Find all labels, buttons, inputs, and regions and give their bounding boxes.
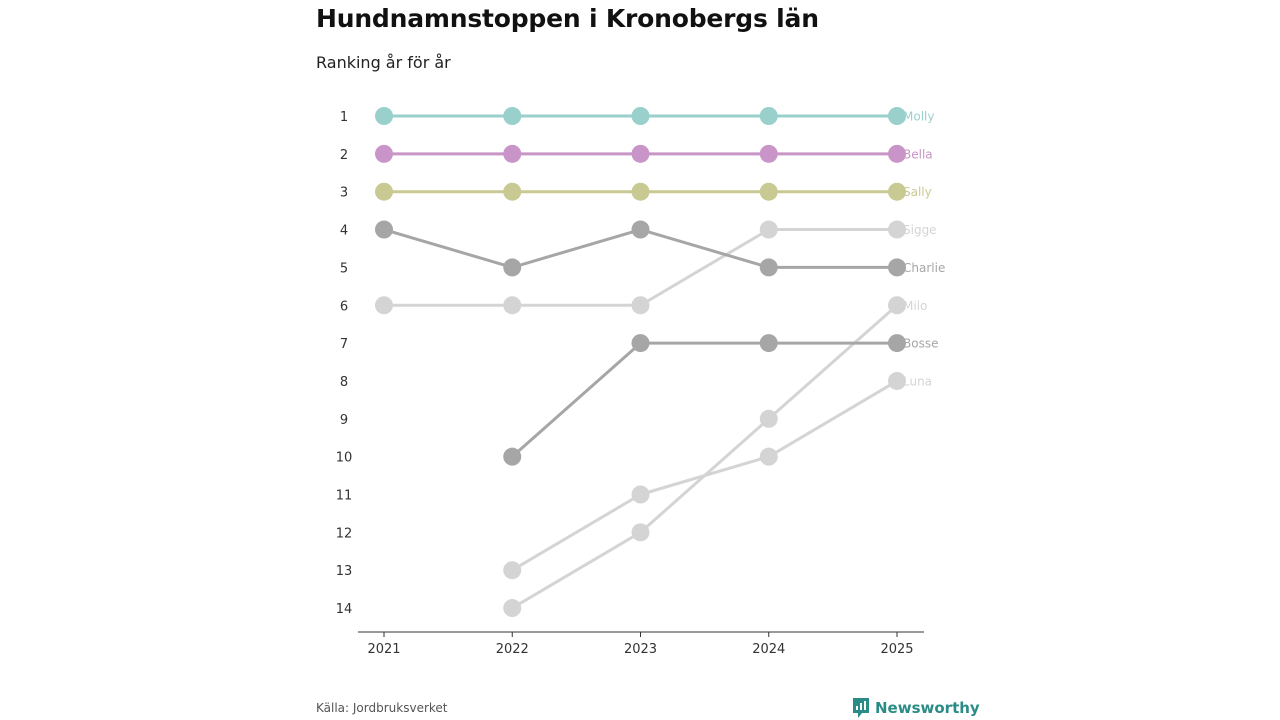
brand-name: Newsworthy bbox=[875, 699, 980, 717]
series-label-sigge: Sigge bbox=[903, 223, 937, 237]
newsworthy-logo-icon bbox=[853, 698, 869, 718]
point-charlie-2025 bbox=[888, 258, 906, 277]
point-charlie-2023 bbox=[631, 220, 650, 239]
x-tick-label-2021: 2021 bbox=[367, 642, 400, 657]
point-molly-2024 bbox=[759, 107, 778, 125]
point-sally-2024 bbox=[759, 182, 778, 201]
series-label-molly: Molly bbox=[903, 110, 934, 124]
series-line-luna-2022-2023 bbox=[510, 493, 642, 572]
newsworthy-logo: Newsworthy bbox=[852, 697, 980, 719]
x-tick-label-2023: 2023 bbox=[624, 642, 657, 657]
point-luna-2024 bbox=[759, 447, 778, 466]
series-line-charlie-2022-2023 bbox=[510, 228, 642, 269]
x-axis: 2021 2022 2023 2024 2025 bbox=[358, 631, 924, 657]
series-line-milo-2022-2023 bbox=[510, 530, 642, 610]
point-sally-2022 bbox=[503, 182, 522, 201]
series-line-charlie-2023-2024 bbox=[639, 228, 771, 269]
series-label-luna: Luna bbox=[903, 374, 932, 388]
y-tick-label-9: 9 bbox=[340, 413, 348, 428]
point-bella-2022 bbox=[503, 144, 522, 163]
chart-subtitle: Ranking år för år bbox=[316, 53, 451, 72]
point-sally-2025 bbox=[888, 182, 906, 201]
point-bosse-2023 bbox=[631, 334, 650, 353]
series-label-milo: Milo bbox=[903, 299, 927, 313]
chart-title: Hundnamnstoppen i Kronobergs län bbox=[316, 4, 819, 33]
series-label-sally: Sally bbox=[903, 185, 932, 199]
y-tick-label-12: 12 bbox=[336, 526, 353, 541]
y-tick-label-4: 4 bbox=[340, 224, 348, 239]
point-luna-2023 bbox=[631, 485, 650, 504]
point-milo-2022 bbox=[503, 599, 522, 618]
y-tick-label-3: 3 bbox=[340, 186, 348, 201]
series-lines bbox=[382, 114, 899, 610]
point-bella-2024 bbox=[759, 144, 778, 163]
y-tick-label-7: 7 bbox=[340, 337, 348, 352]
series-line-luna-2024-2025 bbox=[767, 379, 899, 459]
series-line-sigge-2023-2024 bbox=[639, 228, 771, 307]
point-molly-2023 bbox=[631, 107, 650, 125]
y-tick-label-8: 8 bbox=[340, 375, 348, 390]
point-sally-2023 bbox=[631, 182, 650, 201]
point-bosse-2025 bbox=[888, 334, 906, 353]
y-tick-label-2: 2 bbox=[340, 148, 348, 163]
series-line-milo-2024-2025 bbox=[767, 303, 899, 421]
point-charlie-2022 bbox=[503, 258, 522, 277]
y-tick-label-13: 13 bbox=[336, 564, 353, 579]
y-tick-label-5: 5 bbox=[340, 261, 348, 276]
series-labels: Sigge Milo Luna Charlie Bosse Molly Bella Sally bbox=[903, 110, 945, 389]
point-sigge-2025 bbox=[888, 220, 906, 239]
series-line-charlie-2021-2022 bbox=[382, 228, 514, 269]
point-molly-2025 bbox=[888, 107, 906, 125]
x-tick-label-2022: 2022 bbox=[496, 642, 529, 657]
series-label-bosse: Bosse bbox=[903, 337, 938, 351]
point-milo-2024 bbox=[759, 409, 778, 428]
series-line-luna-2023-2024 bbox=[639, 455, 771, 496]
point-molly-2021 bbox=[375, 107, 393, 125]
y-tick-label-10: 10 bbox=[336, 451, 353, 466]
point-milo-2025 bbox=[888, 296, 906, 315]
point-charlie-2024 bbox=[759, 258, 778, 277]
point-bosse-2024 bbox=[759, 334, 778, 353]
y-tick-label-14: 14 bbox=[336, 602, 353, 617]
point-sigge-2024 bbox=[759, 220, 778, 239]
series-line-bosse-2022-2023 bbox=[510, 341, 642, 459]
point-bosse-2022 bbox=[503, 447, 522, 466]
series-label-bella: Bella bbox=[903, 147, 933, 161]
point-bella-2025 bbox=[888, 144, 906, 163]
point-sigge-2022 bbox=[503, 296, 522, 315]
point-sally-2021 bbox=[375, 182, 393, 201]
point-bella-2021 bbox=[375, 144, 393, 163]
series-label-charlie: Charlie bbox=[903, 261, 945, 275]
point-milo-2023 bbox=[631, 523, 650, 542]
point-luna-2025 bbox=[888, 371, 906, 390]
source-note: Källa: Jordbruksverket bbox=[316, 701, 448, 715]
point-charlie-2021 bbox=[375, 220, 393, 239]
series-points bbox=[375, 107, 906, 618]
point-sigge-2023 bbox=[631, 296, 650, 315]
x-tick-label-2024: 2024 bbox=[752, 642, 785, 657]
point-molly-2022 bbox=[503, 107, 522, 125]
y-tick-label-1: 1 bbox=[340, 110, 348, 125]
point-bella-2023 bbox=[631, 144, 650, 163]
point-sigge-2021 bbox=[375, 296, 393, 315]
x-tick-label-2025: 2025 bbox=[880, 642, 913, 657]
point-luna-2022 bbox=[503, 561, 522, 580]
y-tick-label-6: 6 bbox=[340, 299, 348, 314]
y-tick-label-11: 11 bbox=[336, 489, 353, 504]
